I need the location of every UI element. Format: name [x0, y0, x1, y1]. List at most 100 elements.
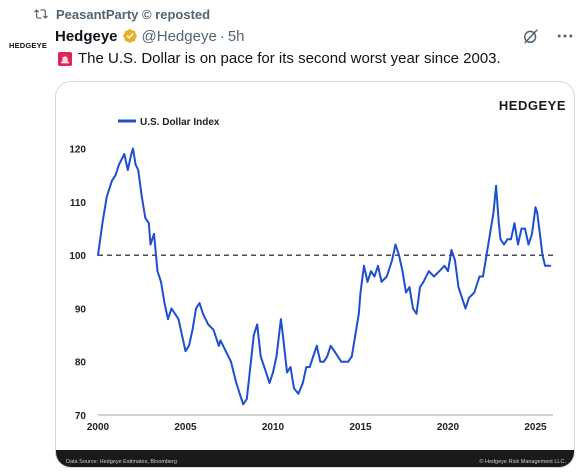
verified-badge-icon	[122, 29, 137, 43]
series-point-103	[482, 275, 484, 278]
series-point-56	[305, 366, 308, 368]
series-point-72	[359, 291, 362, 294]
series-point-105	[489, 233, 491, 235]
series-point-96	[454, 259, 456, 262]
series-point-23	[177, 318, 180, 320]
series-point-71	[357, 312, 360, 315]
repost-icon	[34, 9, 48, 19]
series-point-108	[497, 222, 500, 225]
series-point-112	[510, 238, 512, 241]
series-point-15	[149, 243, 152, 246]
series-point-58	[312, 355, 315, 358]
repost-indicator[interactable]: PeasantParty © reposted	[34, 6, 210, 22]
y-tick-label-80: 80	[75, 358, 87, 369]
series-point-122	[541, 254, 544, 257]
siren-icon	[58, 52, 72, 66]
series-point-53	[293, 387, 295, 390]
series-point-63	[329, 344, 332, 347]
series-point-65	[336, 355, 339, 358]
series-point-68	[347, 360, 350, 363]
series-point-62	[326, 355, 329, 358]
y-tick-label-90: 90	[75, 304, 87, 315]
y-tick-label-100: 100	[69, 251, 86, 262]
series-point-77	[377, 264, 379, 267]
x-tick-label-2005: 2005	[174, 422, 197, 433]
series-point-98	[461, 296, 463, 299]
series-point-3	[111, 179, 113, 182]
series-point-88	[419, 286, 421, 289]
post-time[interactable]: 5h	[227, 27, 245, 45]
y-axis-ticks: 70 80 90 100 110 120	[69, 145, 86, 422]
series-point-2	[105, 195, 108, 198]
series-point-33	[217, 344, 220, 347]
series-point-4	[114, 174, 117, 177]
series-point-55	[301, 382, 304, 384]
x-tick-label-2015: 2015	[349, 422, 372, 433]
series-point-76	[373, 275, 376, 278]
series-point-43	[256, 323, 259, 326]
footer-copyright: © Hedgeye Risk Management LLC.	[479, 458, 566, 465]
series-point-14	[147, 222, 150, 225]
series-point-13	[144, 217, 147, 219]
series-point-90	[427, 270, 430, 273]
series-point-37	[235, 382, 238, 384]
series-point-102	[478, 275, 481, 278]
series-point-27	[191, 328, 194, 331]
avatar[interactable]: HEDGEYE	[8, 40, 48, 50]
series-point-123	[544, 264, 546, 267]
series-point-46	[268, 382, 271, 384]
author-handle[interactable]: @Hedgeye	[141, 27, 217, 45]
series-point-106	[492, 211, 495, 214]
x-tick-label-2000: 2000	[87, 422, 110, 433]
repost-label: PeasantParty © reposted	[56, 6, 211, 22]
series-point-86	[412, 307, 414, 310]
grok-icon[interactable]	[521, 26, 541, 46]
series-point-109	[499, 238, 502, 241]
series-point-22	[174, 312, 176, 315]
series-point-81	[394, 243, 397, 246]
tweet-header: Hedgeye @Hedgeye · 5h	[55, 26, 575, 46]
series-point-100	[468, 296, 470, 299]
series-point-48	[275, 355, 278, 358]
series-point-59	[315, 344, 318, 347]
series-point-28	[195, 307, 197, 310]
series-point-117	[527, 243, 530, 246]
y-tick-label-110: 110	[70, 198, 87, 209]
series-point-26	[188, 344, 190, 347]
x-tick-label-2025: 2025	[524, 422, 547, 433]
y-tick-label-70: 70	[75, 411, 87, 422]
series-point-95	[450, 249, 453, 251]
series-point-70	[354, 334, 357, 336]
x-tick-label-2010: 2010	[262, 422, 285, 433]
footer-source: Data Source: Hedgeye Estimates, Bloomber…	[66, 459, 177, 465]
series-point-47	[272, 371, 274, 374]
series-point-89	[422, 280, 425, 283]
chart-footer-bar	[56, 450, 574, 467]
series-point-44	[259, 355, 262, 358]
series-point-114	[517, 243, 519, 246]
series-point-30	[202, 312, 204, 315]
series-point-0	[97, 254, 99, 257]
dollar-index-chart: HEDGEYE U.S. Dollar Index 70 80 90 100 110 12…	[56, 82, 574, 467]
author-name[interactable]: Hedgeye	[55, 27, 118, 45]
chart-image[interactable]: HEDGEYE U.S. Dollar Index 70 80 90 100 110 12…	[55, 81, 575, 468]
series-point-115	[520, 227, 523, 230]
tweet-text: The U.S. Dollar is on pace for its secon…	[58, 49, 575, 69]
series-point-94	[447, 270, 449, 273]
series-point-104	[485, 254, 488, 257]
more-icon[interactable]	[555, 26, 575, 46]
series-point-119	[534, 206, 537, 209]
series-point-79	[385, 275, 388, 278]
series-point-121	[539, 233, 541, 235]
series-point-60	[319, 360, 322, 363]
series-points	[97, 147, 552, 406]
series-point-21	[170, 307, 173, 310]
series-point-99	[464, 307, 467, 310]
series-point-93	[443, 264, 446, 267]
series-point-31	[207, 323, 210, 326]
series-point-120	[536, 211, 539, 214]
series-point-80	[391, 259, 393, 262]
series-point-124	[546, 264, 549, 267]
series-point-85	[408, 286, 411, 289]
y-tick-label-120: 120	[69, 145, 86, 156]
